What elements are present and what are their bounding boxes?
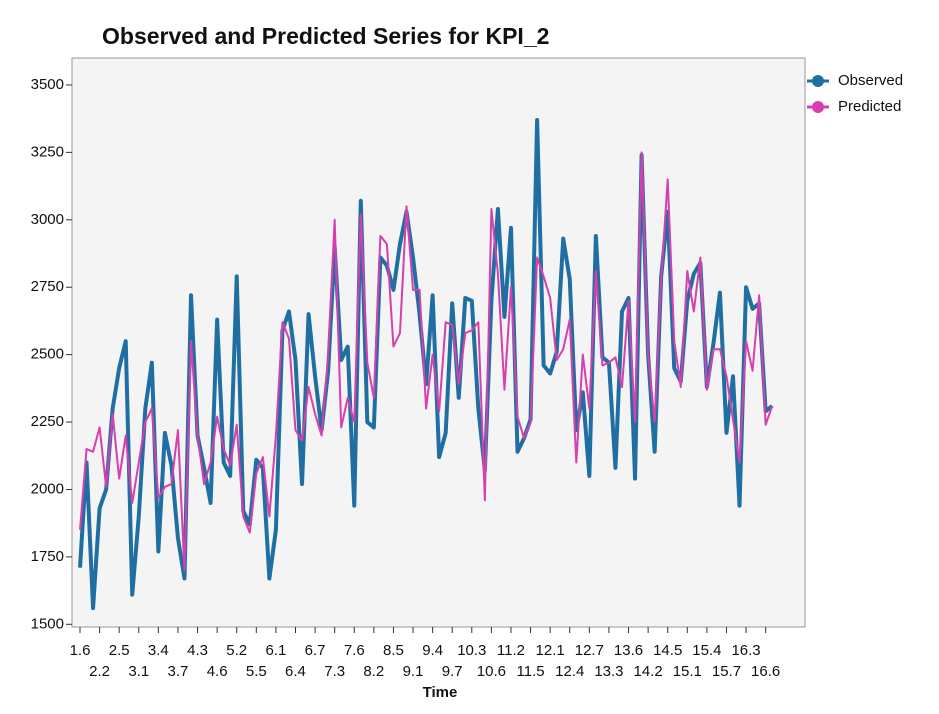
x-tick-label: 15.1	[673, 663, 702, 680]
x-tick-label: 16.3	[731, 642, 760, 659]
x-tick-label: 4.3	[187, 642, 208, 659]
legend-label: Predicted	[838, 98, 901, 115]
x-tick-label: 12.1	[536, 642, 565, 659]
y-tick-label: 2500	[31, 346, 64, 363]
x-tick-label: 10.3	[457, 642, 486, 659]
chart-title: Observed and Predicted Series for KPI_2	[102, 23, 549, 49]
x-tick-label: 9.7	[442, 663, 463, 680]
x-tick-label: 7.6	[344, 642, 365, 659]
x-axis-label: Time	[423, 684, 458, 701]
y-tick-label: 2000	[31, 480, 64, 497]
x-tick-label: 15.4	[692, 642, 721, 659]
x-tick-label: 10.6	[477, 663, 506, 680]
x-tick-label: 3.7	[168, 663, 189, 680]
x-tick-label: 8.5	[383, 642, 404, 659]
y-tick-label: 2250	[31, 413, 64, 430]
x-tick-label: 3.4	[148, 642, 169, 659]
x-tick-label: 13.6	[614, 642, 643, 659]
x-tick-label: 6.4	[285, 663, 306, 680]
plot-area	[71, 57, 806, 628]
y-tick-label: 3000	[31, 211, 64, 228]
x-tick-label: 11.2	[497, 642, 525, 659]
x-tick-label: 7.3	[324, 663, 345, 680]
y-tick-label: 1750	[31, 548, 64, 565]
x-tick-label: 1.6	[70, 642, 91, 659]
y-tick-label: 1500	[31, 615, 64, 632]
x-tick-label: 9.1	[403, 663, 424, 680]
x-tick-label: 2.2	[89, 663, 110, 680]
x-tick-label: 11.5	[517, 663, 545, 680]
legend-marker	[812, 75, 824, 87]
x-tick-label: 13.3	[594, 663, 623, 680]
x-tick-label: 9.4	[422, 642, 443, 659]
x-tick-label: 3.1	[128, 663, 149, 680]
x-tick-label: 15.7	[712, 663, 741, 680]
x-tick-label: 2.5	[109, 642, 130, 659]
y-tick-label: 3250	[31, 143, 64, 160]
x-tick-label: 6.7	[305, 642, 326, 659]
y-tick-label: 3500	[31, 76, 64, 93]
legend-label: Observed	[838, 72, 903, 89]
x-tick-label: 6.1	[265, 642, 286, 659]
y-tick-label: 2750	[31, 278, 64, 295]
x-tick-label: 14.5	[653, 642, 682, 659]
x-tick-label: 4.6	[207, 663, 228, 680]
x-tick-label: 14.2	[634, 663, 663, 680]
x-tick-label: 16.6	[751, 663, 780, 680]
legend-marker	[812, 101, 824, 113]
x-tick-label: 8.2	[363, 663, 384, 680]
x-tick-label: 12.7	[575, 642, 604, 659]
x-tick-label: 5.2	[226, 642, 247, 659]
x-tick-label: 12.4	[555, 663, 584, 680]
x-tick-label: 5.5	[246, 663, 267, 680]
series-line	[79, 151, 774, 572]
